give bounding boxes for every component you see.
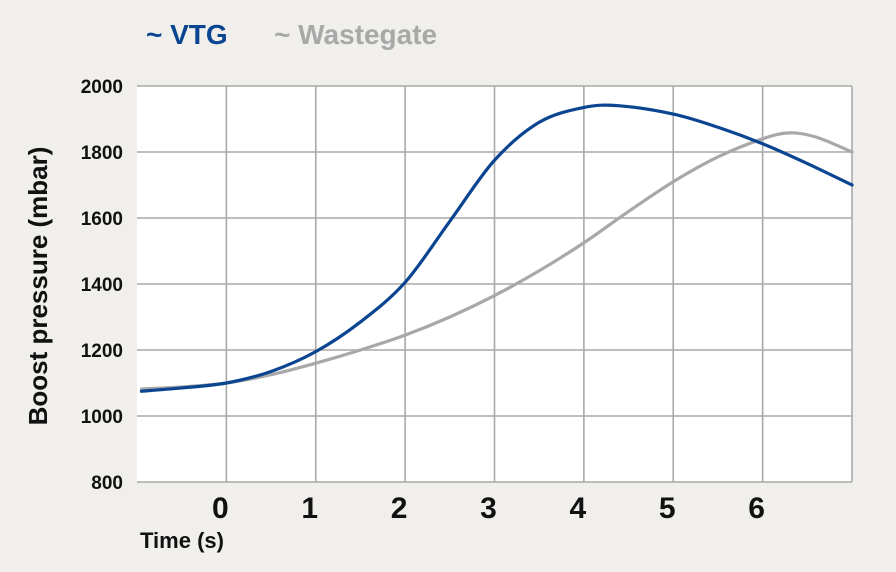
- x-tick-label: 3: [480, 492, 497, 525]
- y-tick-label: 2000: [81, 77, 123, 98]
- legend-entry-vtg: ~ VTG: [146, 19, 228, 50]
- series-line-vtg: [139, 103, 854, 393]
- x-tick-label: 1: [301, 492, 318, 525]
- y-axis-label: Boost pressure (mbar): [23, 147, 53, 426]
- series-lines: [139, 103, 854, 393]
- y-tick-label: 1800: [81, 143, 123, 164]
- y-tick-label: 800: [91, 473, 123, 494]
- x-tick-label: 0: [212, 492, 229, 525]
- x-tick-label: 2: [391, 492, 408, 525]
- series-line-wastegate: [139, 131, 854, 391]
- x-tick-label: 4: [570, 492, 587, 525]
- x-axis-label: Time (s): [140, 528, 224, 553]
- y-tick-label: 1200: [81, 341, 123, 362]
- y-tick-label: 1000: [81, 407, 123, 428]
- x-tick-label: 6: [748, 492, 765, 525]
- legend-entry-wastegate: ~ Wastegate: [274, 19, 437, 50]
- x-tick-label: 5: [659, 492, 676, 525]
- y-tick-label: 1400: [81, 275, 123, 296]
- x-tick-labels: 0 1 2 3 4 5 6: [212, 492, 765, 525]
- legend: ~ VTG ~ Wastegate: [146, 19, 437, 50]
- y-tick-labels: 800 1000 1200 1400 1600 1800 2000: [81, 77, 123, 494]
- y-tick-label: 1600: [81, 209, 123, 230]
